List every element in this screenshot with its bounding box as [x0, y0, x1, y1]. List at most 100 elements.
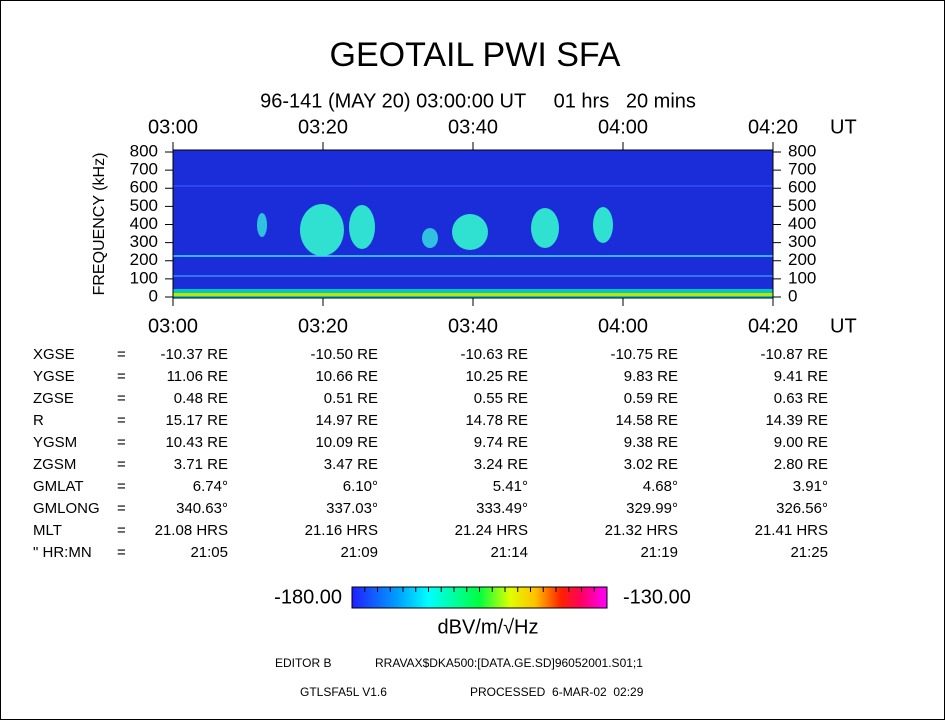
row-label: YGSE [33, 368, 75, 385]
cell: 6.10° [343, 478, 378, 495]
freq-label-left: 0 [149, 286, 158, 305]
cell: 9.41 RE [774, 368, 828, 385]
cell: 14.39 RE [765, 412, 828, 429]
cell: 15.17 RE [165, 412, 228, 429]
colorbar-unit: dBV/m/√Hz [438, 616, 539, 638]
equals: = [117, 434, 126, 451]
cell: 14.78 RE [465, 412, 528, 429]
cell: 14.97 RE [315, 412, 378, 429]
equals: = [117, 390, 126, 407]
freq-label-right: 300 [788, 232, 816, 251]
freq-label-right: 800 [788, 141, 816, 160]
freq-label-right: 400 [788, 214, 816, 233]
freq-label-left: 700 [130, 160, 158, 179]
spectrogram [173, 150, 773, 298]
cell: 3.24 RE [474, 456, 528, 473]
subtitle: 96-141 (MAY 20) 03:00:00 UT 01 hrs 20 mi… [260, 90, 696, 112]
cell: -10.87 RE [760, 346, 828, 363]
time-label-top: 03:20 [298, 116, 348, 138]
cell: 340.63° [176, 500, 228, 517]
row-label: ZGSE [33, 390, 74, 407]
cell: 10.66 RE [315, 368, 378, 385]
freq-label-left: 400 [130, 214, 158, 233]
cell: 21:05 [190, 544, 228, 561]
cell: 0.59 RE [624, 390, 678, 407]
time-label-bottom: 03:40 [448, 315, 498, 337]
time-label-bottom: 03:00 [148, 315, 198, 337]
cell: 3.02 RE [624, 456, 678, 473]
cell: 0.51 RE [324, 390, 378, 407]
cell: 9.83 RE [624, 368, 678, 385]
time-label-bottom: 04:00 [598, 315, 648, 337]
cell: 0.55 RE [474, 390, 528, 407]
cell: 333.49° [476, 500, 528, 517]
cell: 10.09 RE [315, 434, 378, 451]
freq-label-left: 500 [130, 196, 158, 215]
row-label: GMLAT [33, 478, 84, 495]
cell: 21:14 [490, 544, 528, 561]
freq-label-left: 800 [130, 141, 158, 160]
equals: = [117, 544, 126, 561]
cell: 3.91° [793, 478, 828, 495]
cell: 6.74° [193, 478, 228, 495]
cell: 21.08 HRS [155, 522, 228, 539]
freq-label-right: 600 [788, 178, 816, 197]
cell: 9.00 RE [774, 434, 828, 451]
cell: 21:09 [340, 544, 378, 561]
time-label-top: 03:40 [448, 116, 498, 138]
cell: 3.47 RE [324, 456, 378, 473]
row-label: R [33, 412, 44, 429]
cell: 21.24 HRS [455, 522, 528, 539]
y-axis-title: FREQUENCY (kHz) [91, 153, 108, 296]
freq-label-right: 0 [788, 286, 797, 305]
cell: 5.41° [493, 478, 528, 495]
cell: 9.74 RE [474, 434, 528, 451]
cell: 0.63 RE [774, 390, 828, 407]
time-label-top: 03:00 [148, 116, 198, 138]
time-label-top: 04:20 [748, 116, 798, 138]
row-label: GMLONG [33, 500, 100, 517]
freq-label-left: 200 [130, 250, 158, 269]
cell: 10.43 RE [165, 434, 228, 451]
footer-processed: PROCESSED 6-MAR-02 02:29 [470, 685, 644, 699]
cell: 21:25 [790, 544, 828, 561]
row-label: XGSE [33, 346, 75, 363]
colorbar-max: -130.00 [623, 586, 691, 608]
freq-label-left: 600 [130, 178, 158, 197]
time-unit: UT [830, 315, 857, 337]
equals: = [117, 368, 126, 385]
cell: 11.06 RE [167, 368, 228, 385]
cell: 329.99° [626, 500, 678, 517]
freq-label-right: 200 [788, 250, 816, 269]
cell: -10.75 RE [610, 346, 678, 363]
cell: 0.48 RE [174, 390, 228, 407]
time-label-top: 04:00 [598, 116, 648, 138]
equals: = [117, 478, 126, 495]
equals: = [117, 500, 126, 517]
cell: 337.03° [326, 500, 378, 517]
cell: 21.16 HRS [305, 522, 378, 539]
cell: 2.80 RE [774, 456, 828, 473]
cell: -10.37 RE [160, 346, 228, 363]
row-label: MLT [33, 522, 62, 539]
row-label: " HR:MN [33, 544, 92, 561]
title: GEOTAIL PWI SFA [330, 36, 621, 74]
freq-label-right: 700 [788, 160, 816, 179]
cell: 9.38 RE [624, 434, 678, 451]
cell: 21:19 [640, 544, 678, 561]
cell: -10.63 RE [460, 346, 528, 363]
footer-editor: EDITOR B [275, 656, 331, 670]
freq-label-right: 500 [788, 196, 816, 215]
equals: = [117, 522, 126, 539]
footer-file: RRAVAX$DKA500:[DATA.GE.SD]96052001.S01;1 [375, 656, 643, 670]
freq-label-left: 100 [130, 268, 158, 287]
row-label: ZGSM [33, 456, 76, 473]
equals: = [117, 346, 126, 363]
row-label: YGSM [33, 434, 77, 451]
equals: = [117, 412, 126, 429]
equals: = [117, 456, 126, 473]
time-label-bottom: 04:20 [748, 315, 798, 337]
cell: 326.56° [776, 500, 828, 517]
time-unit: UT [830, 116, 857, 138]
